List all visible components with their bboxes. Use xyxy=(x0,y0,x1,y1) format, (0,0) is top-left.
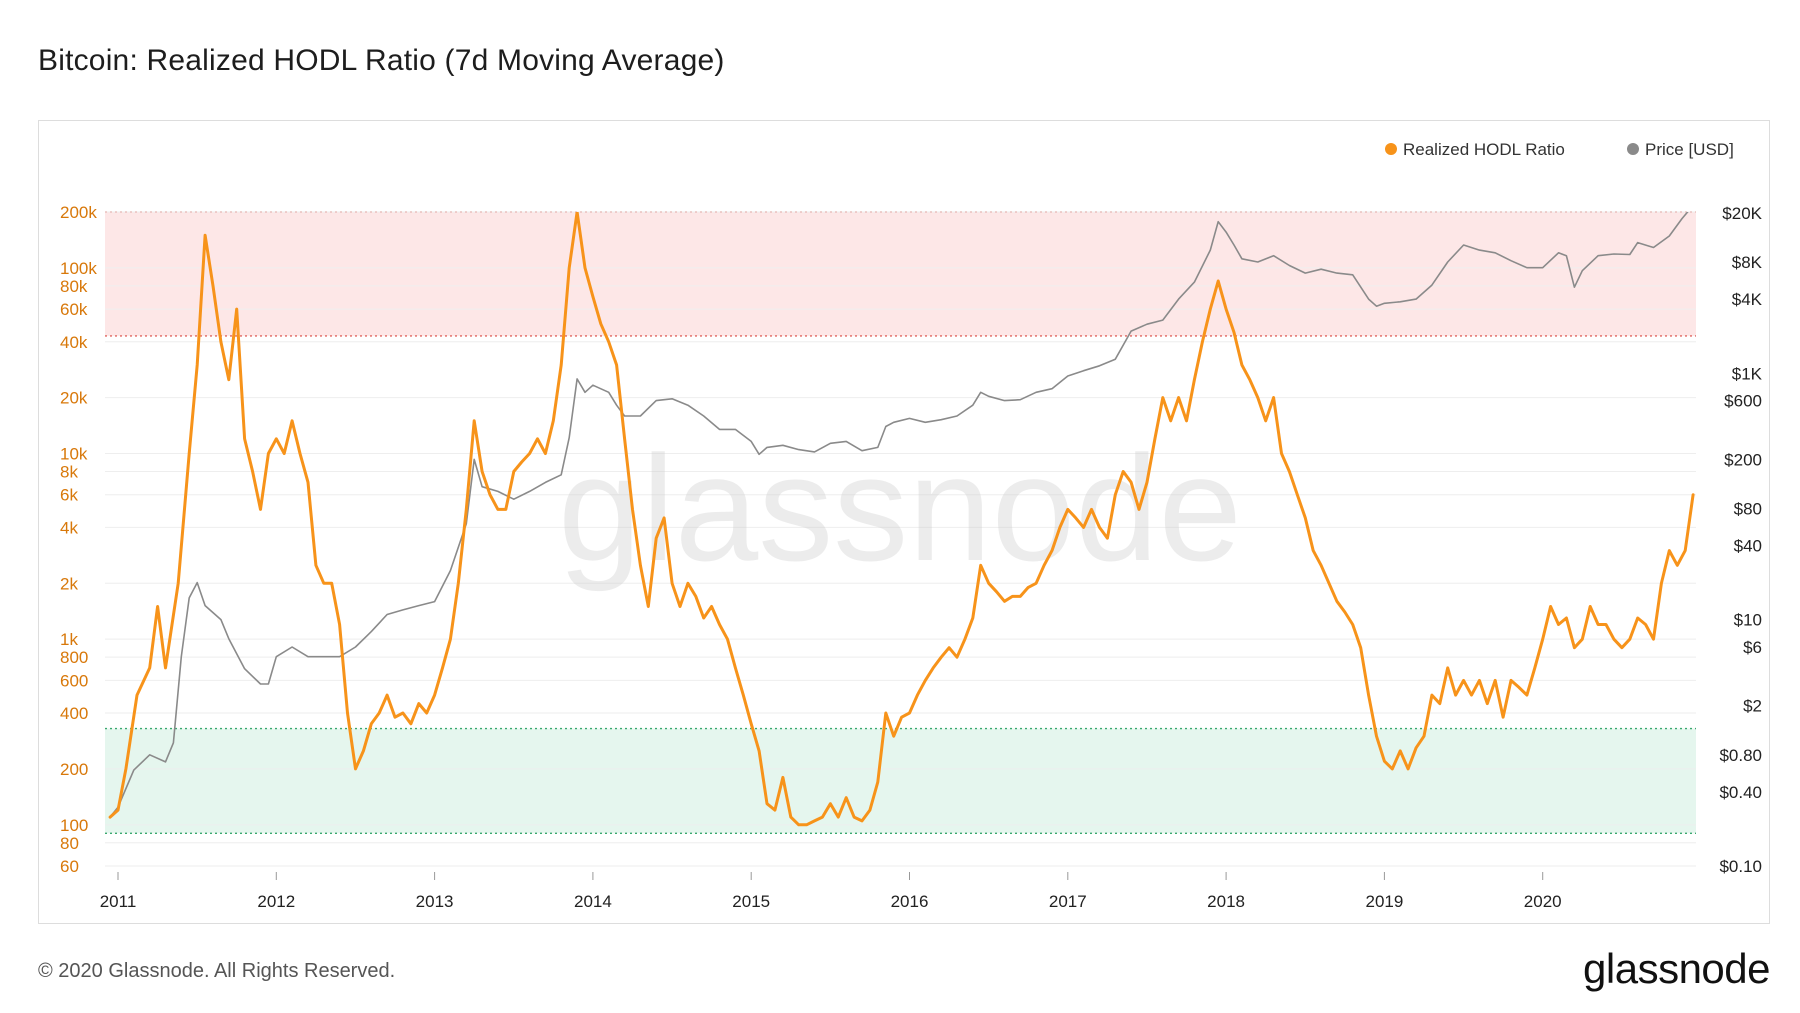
y-left-tick-label: 400 xyxy=(60,704,88,723)
y-left-tick-label: 1k xyxy=(60,630,78,649)
hodl-ratio-line xyxy=(108,212,1695,827)
y-right-tick-label: $10 xyxy=(1734,611,1762,630)
x-tick-label: 2014 xyxy=(574,892,612,911)
y-left-tick-label: 4k xyxy=(60,518,78,537)
glassnode-logo: glassnode xyxy=(1583,945,1770,992)
y-right-tick-label: $6 xyxy=(1743,638,1762,657)
y-left-tick-label: 200k xyxy=(60,203,97,222)
y-right-tick-label: $0.80 xyxy=(1719,746,1762,765)
y-left-tick-label: 100k xyxy=(60,259,97,278)
y-right-tick-label: $2 xyxy=(1743,697,1762,716)
y-right-tick-label: $1K xyxy=(1732,364,1763,383)
y-right-tick-label: $80 xyxy=(1734,499,1762,518)
legend-label-hodl-ratio: Realized HODL Ratio xyxy=(1403,140,1565,159)
legend-label-price: Price [USD] xyxy=(1645,140,1734,159)
page-title: Bitcoin: Realized HODL Ratio (7d Moving … xyxy=(38,44,725,77)
x-tick-label: 2017 xyxy=(1049,892,1087,911)
y-left-tick-label: 60 xyxy=(60,857,79,876)
copyright-text: © 2020 Glassnode. All Rights Reserved. xyxy=(38,960,396,982)
legend-marker-hodl-ratio xyxy=(1385,143,1397,155)
x-tick-label: 2019 xyxy=(1365,892,1403,911)
y-left-tick-label: 8k xyxy=(60,463,78,482)
overheated-band xyxy=(105,212,1696,336)
y-right-tick-label: $0.40 xyxy=(1719,783,1762,802)
y-left-tick-label: 800 xyxy=(60,648,88,667)
x-tick-label: 2018 xyxy=(1207,892,1245,911)
y-right-tick-label: $40 xyxy=(1734,536,1762,555)
y-left-tick-label: 10k xyxy=(60,445,88,464)
x-tick-label: 2011 xyxy=(100,892,137,911)
y-left-tick-label: 100 xyxy=(60,816,88,835)
legend: Realized HODL Ratio Price [USD] xyxy=(1385,140,1734,159)
x-tick-label: 2013 xyxy=(416,892,454,911)
y-right-tick-label: $4K xyxy=(1732,290,1763,309)
x-tick-label: 2015 xyxy=(732,892,770,911)
y-right-tick-label: $8K xyxy=(1732,253,1763,272)
y-right-tick-label: $0.10 xyxy=(1719,857,1762,876)
y-right-tick-label: $600 xyxy=(1724,392,1762,411)
watermark: glassnode xyxy=(558,424,1242,592)
y-left-tick-label: 600 xyxy=(60,671,88,690)
y-left-tick-label: 20k xyxy=(60,389,88,408)
y-right-tick-label: $20K xyxy=(1722,204,1762,223)
y-left-tick-label: 6k xyxy=(60,486,78,505)
x-tick-label: 2012 xyxy=(257,892,295,911)
x-tick-label: 2020 xyxy=(1524,892,1562,911)
y-left-tick-label: 80 xyxy=(60,834,79,853)
y-left-tick-label: 40k xyxy=(60,333,88,352)
y-left-tick-label: 80k xyxy=(60,277,88,296)
y-left-tick-label: 2k xyxy=(60,574,78,593)
chart-panel xyxy=(38,120,1770,924)
price-line xyxy=(109,212,1689,818)
undervalued-band xyxy=(105,728,1696,834)
y-left-tick-label: 60k xyxy=(60,300,88,319)
y-left-tick-label: 200 xyxy=(60,760,88,779)
y-right-tick-label: $200 xyxy=(1724,450,1762,469)
legend-marker-price xyxy=(1627,143,1639,155)
x-tick-label: 2016 xyxy=(891,892,929,911)
